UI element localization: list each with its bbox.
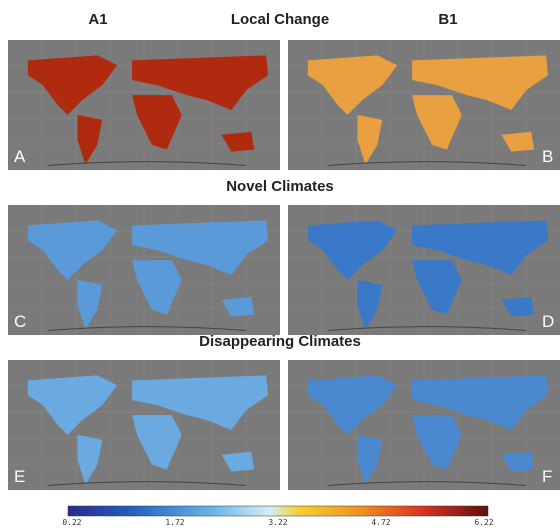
- panel-letter: D: [542, 312, 554, 331]
- row-title: Novel Climates: [226, 178, 334, 195]
- colorbar-label: 0.22: [62, 518, 81, 527]
- row-title: Disappearing Climates: [199, 333, 361, 350]
- colorbar: [67, 505, 489, 517]
- panel-letter: A: [14, 147, 26, 166]
- panel-letter: C: [14, 312, 26, 331]
- panel-letter: F: [542, 467, 552, 486]
- colorbar-label: 4.72: [371, 518, 390, 527]
- column-header: A1: [88, 11, 107, 28]
- column-header: B1: [438, 11, 457, 28]
- map-panels: A B C D E F: [8, 40, 560, 490]
- colorbar-label: 1.72: [165, 518, 184, 527]
- panel-letter: B: [542, 147, 553, 166]
- colorbar-label: 3.22: [268, 518, 287, 527]
- colorbar-label: 6.22: [474, 518, 493, 527]
- row-title: Local Change: [231, 11, 329, 28]
- panel-letter: E: [14, 467, 25, 486]
